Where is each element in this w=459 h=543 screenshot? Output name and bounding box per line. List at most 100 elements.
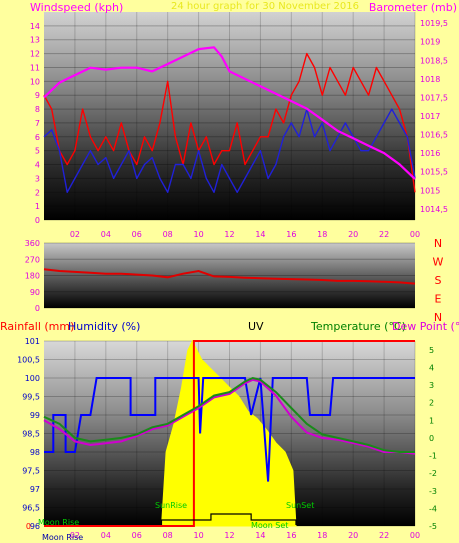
wind-y-tick-label: 14 bbox=[30, 22, 40, 31]
wind-y-tick-label: 12 bbox=[30, 50, 40, 59]
temperature-x-tick-label: 08 bbox=[163, 531, 173, 540]
direction-y-tick-label: 90 bbox=[30, 288, 40, 297]
chart-title: 24 hour graph for 30 November 2016 bbox=[171, 1, 359, 12]
barometer-y-tick-label: 1016 bbox=[420, 149, 440, 158]
astro-annotation: Moon Rise bbox=[42, 533, 83, 542]
barometer-y-tick-label: 1019,5 bbox=[420, 19, 448, 28]
humidity-y-tick-label: 99 bbox=[30, 411, 40, 420]
temperature-x-tick-label: 22 bbox=[379, 531, 389, 540]
wind-axis-label: Windspeed (kph) bbox=[30, 1, 123, 14]
barometer-y-tick-label: 1018,5 bbox=[420, 56, 448, 65]
compass-label: N bbox=[434, 311, 442, 324]
temperature-y-tick-label: 0 bbox=[429, 434, 434, 443]
wind-x-tick-label: 14 bbox=[255, 230, 265, 239]
wind-x-tick-label: 12 bbox=[224, 230, 234, 239]
uv-area bbox=[160, 339, 297, 527]
wind-x-ticks: 02 04 06 08 10 12 14 16 18 20 22 00 bbox=[70, 230, 420, 239]
direction-y-ticks: 0 90 180 270 360 bbox=[25, 239, 40, 313]
temperature-y-tick-label: 5 bbox=[429, 346, 434, 355]
wind-x-tick-label: 22 bbox=[379, 230, 389, 239]
direction-plot-area bbox=[44, 243, 415, 308]
barometer-y-tick-label: 1017,5 bbox=[420, 93, 448, 102]
rainfall-line bbox=[44, 340, 415, 527]
wind-x-tick-label: 06 bbox=[132, 230, 142, 239]
wind-speed-line bbox=[43, 52, 416, 193]
wind-x-tick-label: 20 bbox=[348, 230, 358, 239]
wind-y-tick-label: 8 bbox=[35, 105, 40, 114]
barometer-y-tick-label: 1015 bbox=[420, 186, 440, 195]
dewpoint-axis-label: Dew Point (°C) bbox=[392, 320, 459, 333]
humidity-y-tick-label: 99,5 bbox=[22, 393, 40, 402]
wind-x-tick-label: 04 bbox=[101, 230, 111, 239]
humidity-y-tick-label: 96,5 bbox=[22, 504, 40, 513]
temperature-y-tick-label: 4 bbox=[429, 363, 434, 372]
temperature-x-tick-label: 16 bbox=[286, 531, 296, 540]
wind-barometer-chart: Windspeed (kph) 24 hour graph for 30 Nov… bbox=[30, 1, 457, 239]
barometer-y-tick-label: 1015,5 bbox=[420, 168, 448, 177]
wind-y-tick-label: 13 bbox=[30, 36, 40, 45]
astro-annotation: SunRise bbox=[155, 501, 187, 510]
temperature-line bbox=[43, 376, 415, 453]
temperature-y-tick-label: -5 bbox=[429, 522, 437, 531]
compass-label: E bbox=[435, 293, 442, 306]
wind-y-tick-label: 11 bbox=[30, 63, 40, 72]
compass-label: N bbox=[434, 237, 442, 250]
wind-series bbox=[43, 46, 416, 193]
temperature-x-ticks: 02 04 06 08 10 12 14 16 18 20 22 00 bbox=[70, 531, 420, 540]
barometer-line bbox=[43, 46, 416, 180]
rainfall-y-ticks: 0 bbox=[26, 522, 31, 531]
compass-label: S bbox=[435, 274, 442, 287]
daylight-indicator bbox=[160, 513, 297, 525]
wind-y-tick-label: 10 bbox=[30, 77, 40, 86]
temperature-y-tick-label: -1 bbox=[429, 452, 437, 461]
astro-annotation: Moon Rise bbox=[38, 518, 79, 527]
dew-point-line bbox=[43, 378, 416, 455]
humidity-y-ticks: 96 96,5 97 97,5 98 98,5 99 99,5 100 100,5 101 bbox=[17, 337, 40, 531]
rainfall-axis-label: Rainfall (mm) bbox=[0, 320, 74, 333]
humidity-y-tick-label: 97 bbox=[30, 485, 40, 494]
humidity-y-tick-label: 98,5 bbox=[22, 430, 40, 439]
barometer-y-tick-label: 1017 bbox=[420, 112, 440, 121]
temperature-y-tick-label: -2 bbox=[429, 469, 437, 478]
temperature-x-tick-label: 12 bbox=[224, 531, 234, 540]
barometer-axis-label: Barometer (mb) bbox=[369, 1, 457, 14]
wind-y-tick-label: 3 bbox=[35, 174, 40, 183]
temperature-y-ticks: -5 -4 -3 -2 -1 0 1 2 3 4 5 bbox=[429, 346, 437, 531]
direction-series bbox=[43, 268, 416, 285]
direction-y-tick-label: 360 bbox=[25, 239, 40, 248]
barometer-y-ticks: 1014,5 1015 1015,5 1016 1016,5 1017 1017,5 1018… bbox=[420, 19, 448, 214]
barometer-y-tick-label: 1018 bbox=[420, 75, 440, 84]
temperature-x-tick-label: 10 bbox=[193, 531, 203, 540]
temperature-x-tick-label: 14 bbox=[255, 531, 265, 540]
barometer-y-tick-label: 1019 bbox=[420, 38, 440, 47]
temperature-y-tick-label: 1 bbox=[429, 416, 434, 425]
compass-label: W bbox=[433, 256, 444, 269]
temperature-x-tick-label: 20 bbox=[348, 531, 358, 540]
wind-y-tick-label: 4 bbox=[35, 161, 40, 170]
temperature-y-tick-label: 3 bbox=[429, 381, 434, 390]
temperature-humidity-chart: Rainfall (mm) Humidity (%) UV Temperatur… bbox=[0, 320, 459, 542]
barometer-y-tick-label: 1016,5 bbox=[420, 131, 448, 140]
wind-average-line bbox=[43, 108, 416, 193]
humidity-y-tick-label: 97,5 bbox=[22, 467, 40, 476]
humidity-y-tick-label: 101 bbox=[25, 337, 40, 346]
humidity-y-tick-label: 100,5 bbox=[17, 356, 40, 365]
astro-annotation: SunSet bbox=[286, 501, 314, 510]
direction-y-tick-label: 270 bbox=[25, 255, 40, 264]
temperature-y-tick-label: -4 bbox=[429, 504, 437, 513]
barometer-y-tick-label: 1014,5 bbox=[420, 205, 448, 214]
wind-y-tick-label: 1 bbox=[35, 202, 40, 211]
wind-x-tick-label: 16 bbox=[286, 230, 296, 239]
wind-y-tick-label: 9 bbox=[35, 91, 40, 100]
astro-annotation: Moon Set bbox=[251, 521, 288, 530]
temperature-x-tick-label: 18 bbox=[317, 531, 327, 540]
temperature-y-tick-label: -3 bbox=[429, 487, 437, 496]
temperature-x-tick-label: 02 bbox=[70, 531, 80, 540]
wind-y-tick-label: 7 bbox=[35, 119, 40, 128]
wind-x-tick-label: 10 bbox=[193, 230, 203, 239]
wind-gridlines bbox=[44, 12, 416, 221]
wind-y-tick-label: 6 bbox=[35, 133, 40, 142]
wind-x-tick-label: 00 bbox=[410, 230, 420, 239]
wind-plot-area bbox=[44, 12, 415, 220]
